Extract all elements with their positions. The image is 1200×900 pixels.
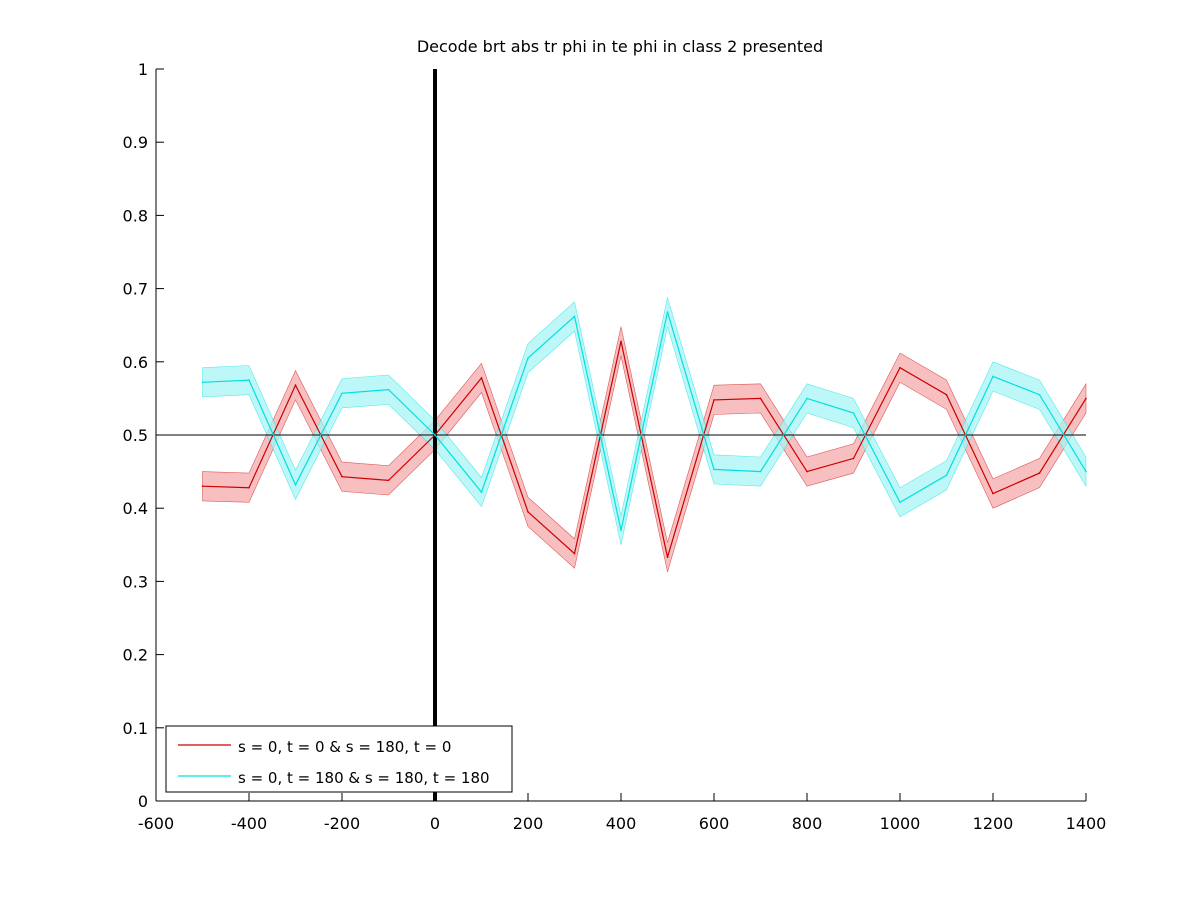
- y-tick-label: 0.8: [123, 206, 148, 225]
- y-tick-label: 0.3: [123, 572, 148, 591]
- x-tick-label: 200: [513, 814, 544, 833]
- data-point-series-2: [480, 491, 483, 493]
- x-tick-label: 400: [606, 814, 637, 833]
- x-tick-label: 800: [792, 814, 823, 833]
- y-tick-label: 1: [138, 60, 148, 79]
- data-point-series-1: [713, 399, 715, 401]
- data-point-series-2: [899, 501, 901, 504]
- data-point-series-1: [387, 479, 390, 482]
- x-tick-label: 0: [430, 814, 440, 833]
- data-point-series-1: [1085, 397, 1087, 400]
- legend: s = 0, t = 0 & s = 180, t = 0 s = 0, t = …: [165, 725, 513, 793]
- y-tick-label: 0: [138, 792, 148, 811]
- x-tick-label: 600: [699, 814, 730, 833]
- data-point-series-2: [434, 434, 436, 436]
- data-point-series-1: [527, 511, 529, 513]
- data-point-series-2: [713, 468, 715, 471]
- data-point-series-1: [899, 366, 901, 369]
- data-point-series-2: [201, 381, 204, 384]
- data-point-series-2: [620, 529, 622, 531]
- data-point-series-2: [573, 315, 576, 318]
- chart-title: Decode brt abs tr phi in te phi in class…: [417, 37, 823, 56]
- x-tick-label: 1200: [973, 814, 1014, 833]
- data-point-series-1: [666, 556, 669, 559]
- series-line-1: [202, 341, 1087, 558]
- data-point-series-1: [341, 475, 343, 478]
- legend-box: [165, 725, 513, 793]
- data-point-series-1: [852, 457, 855, 460]
- y-tick-label: 0.4: [123, 499, 148, 518]
- data-point-series-2: [341, 392, 343, 395]
- axes: -600 -400 -200 0 200 400 600 800 1000 1200 1400 0 0.…: [123, 60, 1107, 833]
- y-tick-label: 0.2: [123, 646, 148, 665]
- y-tick-label: 0.6: [123, 353, 148, 372]
- data-point-series-2: [992, 375, 994, 378]
- legend-label-series-2: s = 0, t = 180 & s = 180, t = 180: [238, 769, 490, 787]
- data-point-series-2: [852, 412, 855, 414]
- series-line-2: [202, 311, 1087, 531]
- x-tick-label: -200: [324, 814, 360, 833]
- x-tick-label: 1000: [880, 814, 921, 833]
- y-tick-label: 0.1: [123, 719, 148, 738]
- x-tick-label: -600: [138, 814, 174, 833]
- data-point-series-2: [248, 379, 250, 381]
- data-point-series-1: [294, 384, 297, 387]
- data-point-series-2: [1085, 470, 1087, 473]
- data-point-series-1: [573, 552, 576, 555]
- data-point-series-2: [527, 357, 529, 359]
- data-point-series-1: [201, 485, 204, 488]
- data-point-series-1: [1038, 472, 1041, 474]
- legend-label-series-1: s = 0, t = 0 & s = 180, t = 0: [238, 738, 451, 756]
- data-point-series-2: [294, 483, 297, 486]
- data-point-series-2: [759, 470, 762, 473]
- data-point-series-1: [480, 377, 483, 379]
- x-tick-label: -400: [231, 814, 267, 833]
- data-point-series-2: [1038, 393, 1041, 396]
- data-point-series-1: [248, 486, 250, 489]
- data-point-series-2: [806, 397, 808, 400]
- data-point-series-2: [945, 474, 948, 477]
- x-tick-label: 1400: [1066, 814, 1107, 833]
- data-point-series-2: [666, 311, 669, 313]
- data-point-series-1: [759, 397, 762, 400]
- data-point-series-1: [806, 470, 808, 473]
- y-tick-label: 0.7: [123, 280, 148, 299]
- y-tick-label: 0.5: [123, 426, 148, 445]
- y-tick-label: 0.9: [123, 133, 148, 152]
- data-point-series-1: [945, 393, 948, 396]
- data-point-series-2: [387, 388, 390, 391]
- series-lines: [201, 311, 1087, 559]
- data-point-series-1: [992, 492, 994, 495]
- data-point-series-1: [620, 340, 622, 343]
